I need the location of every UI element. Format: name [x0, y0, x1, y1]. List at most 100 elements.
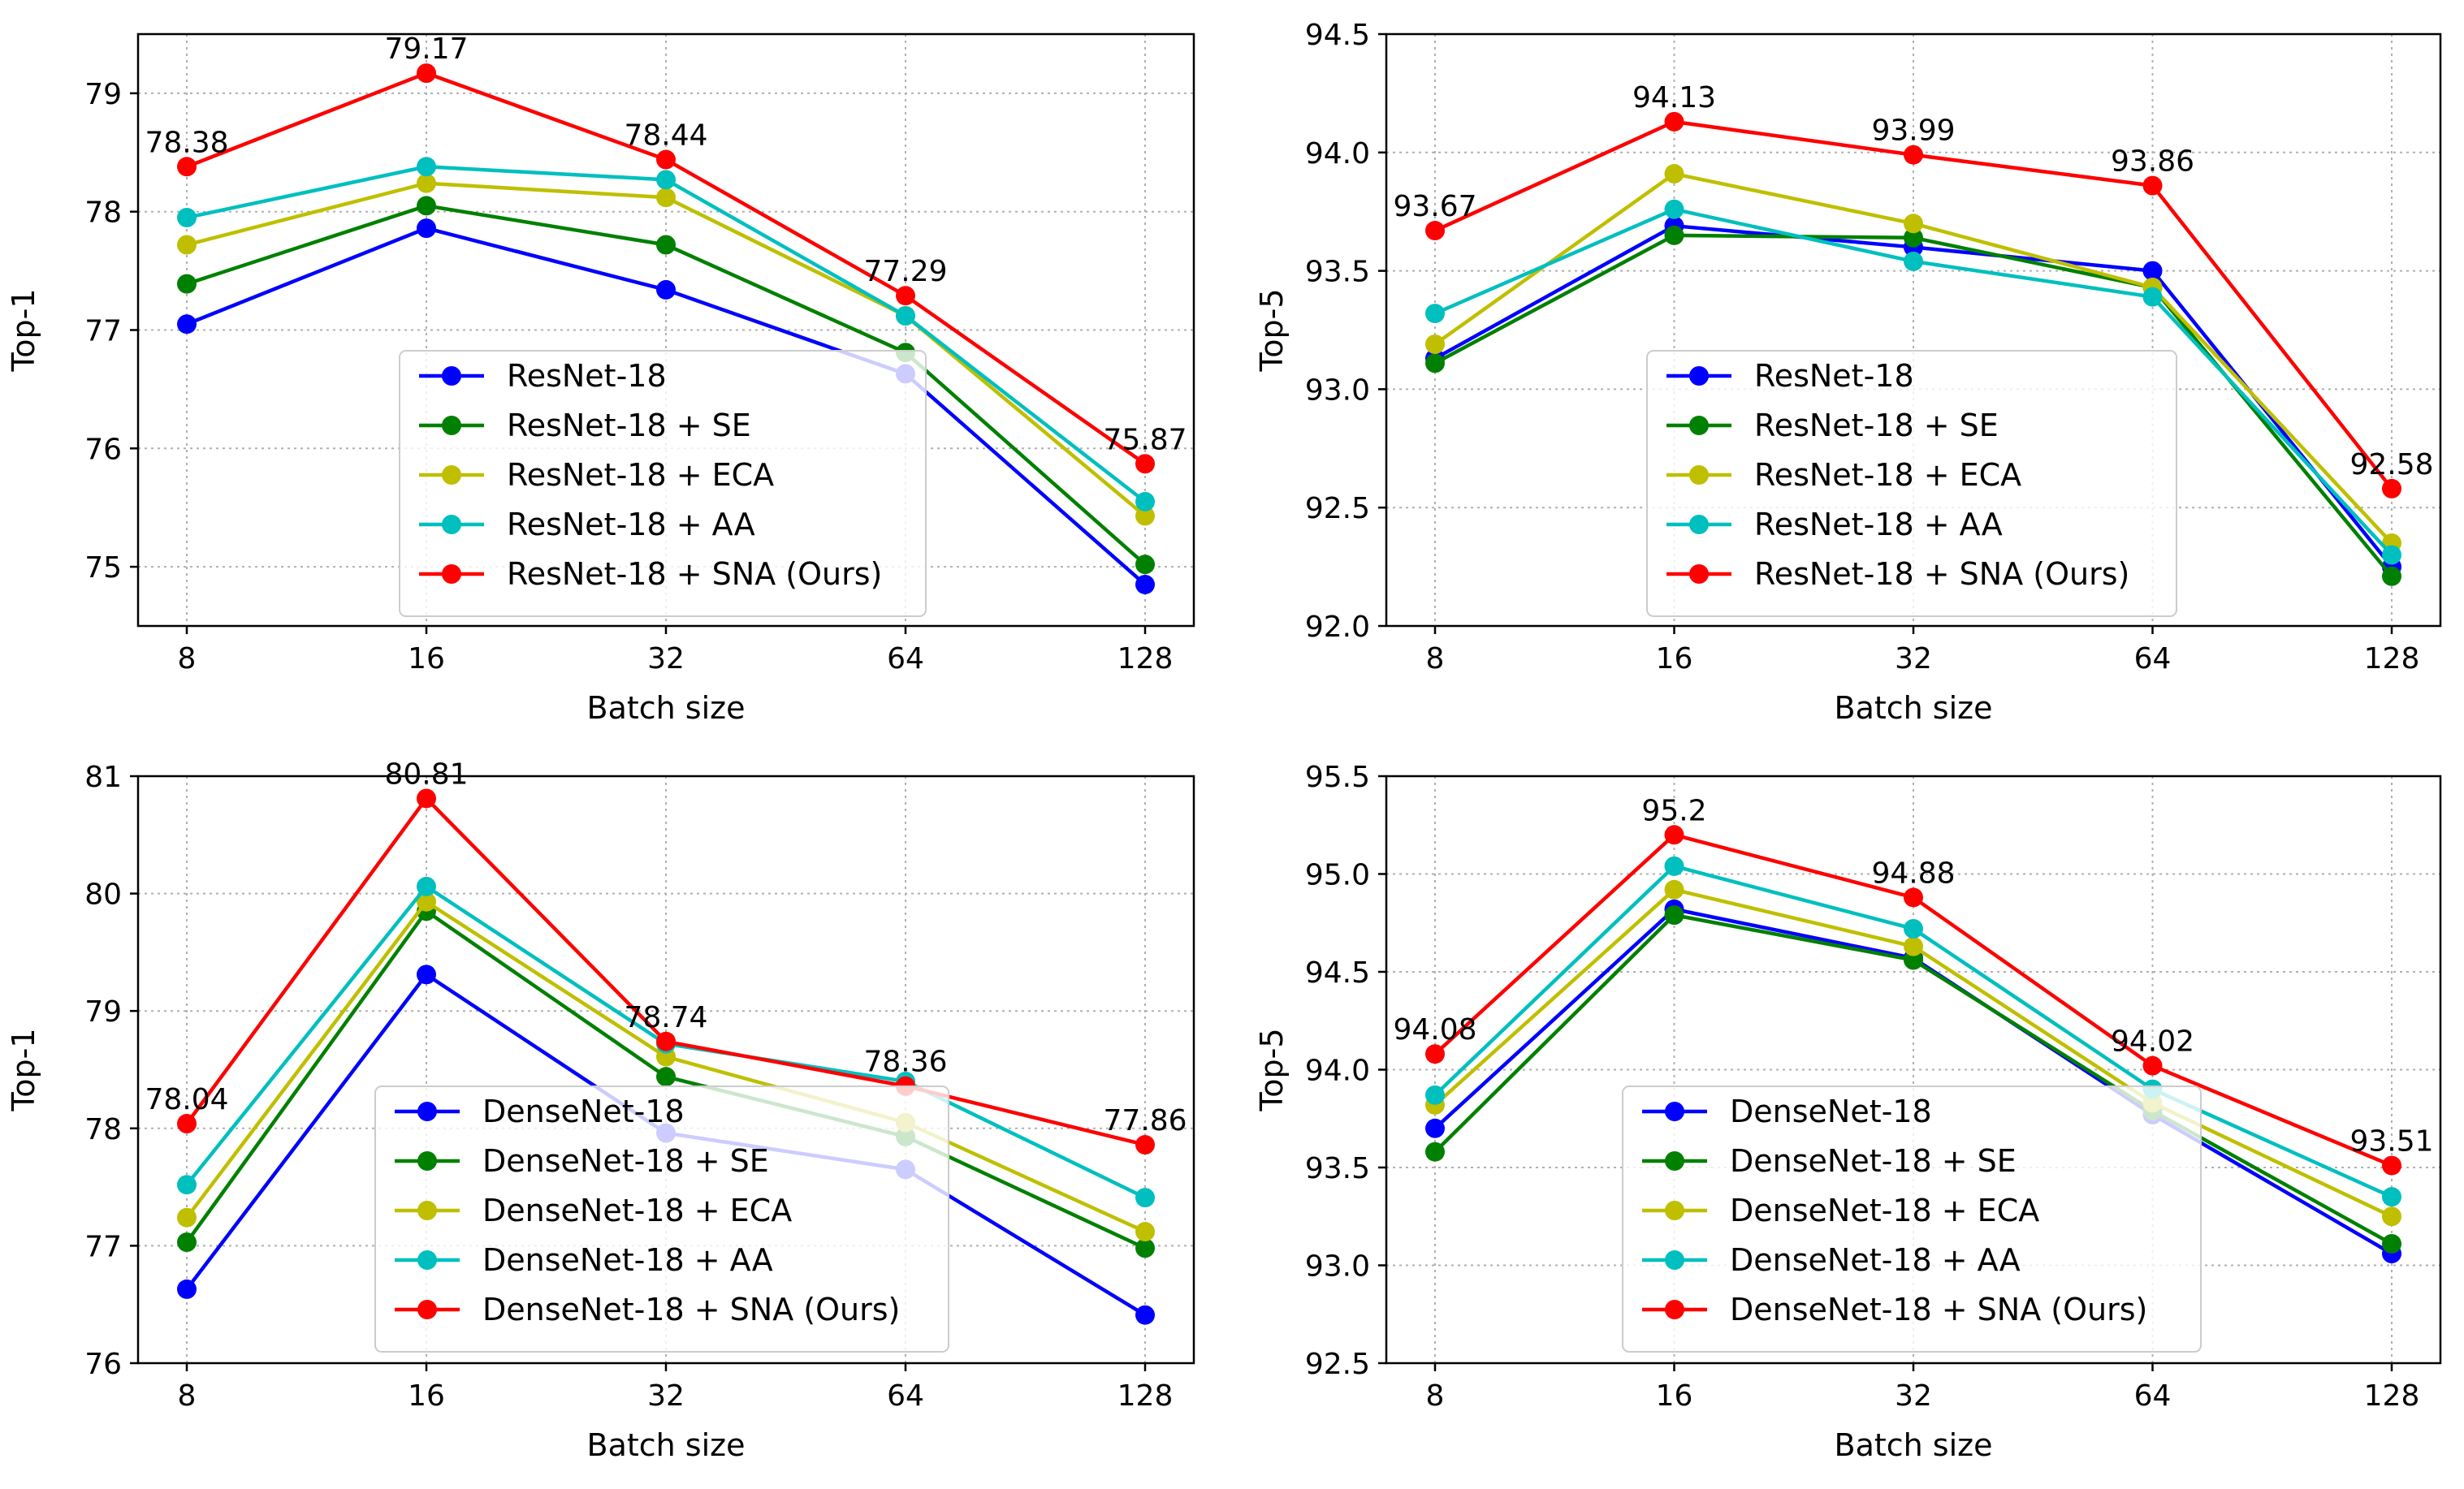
x-tick-label: 128: [1117, 642, 1174, 675]
data-point: [2382, 566, 2401, 586]
x-tick-label: 32: [1895, 1379, 1932, 1413]
legend-label: DenseNet-18 + SNA (Ours): [1730, 1292, 2147, 1327]
data-point: [656, 149, 676, 170]
legend-item: DenseNet-18 + SE: [395, 1143, 769, 1179]
x-tick-label: 16: [1656, 642, 1693, 675]
data-point: [177, 1175, 197, 1195]
data-point: [1135, 454, 1155, 474]
y-tick-label: 95.0: [1305, 859, 1370, 892]
data-point: [417, 63, 436, 84]
data-point: [1425, 304, 1445, 324]
x-tick-label: 64: [2134, 1379, 2172, 1413]
y-tick-label: 94.5: [1305, 956, 1370, 990]
data-point: [656, 1031, 676, 1051]
data-point: [177, 207, 197, 227]
chart-panel-3: 8 16 32 64 128 76 77 78 79 80 81 Batch size Top-1 78.…: [6, 757, 1195, 1463]
x-tick-label: 8: [178, 642, 197, 675]
legend-label: ResNet-18 + AA: [1754, 507, 2003, 542]
chart-panel-4: 8 16 32 64 128 92.5 93.0 93.5 94.0 94.5 95.0 95.5 Ba…: [1254, 761, 2442, 1463]
legend-box: [1622, 1085, 2202, 1353]
data-point: [1664, 199, 1684, 219]
x-tick-label: 32: [1895, 642, 1932, 675]
data-point: [896, 306, 915, 326]
data-label: 78.38: [145, 126, 228, 159]
data-point: [1904, 214, 1923, 234]
data-point: [1135, 1188, 1155, 1208]
data-label: 78.04: [145, 1083, 228, 1116]
data-label: 77.86: [1103, 1104, 1187, 1137]
x-tick-label: 128: [1117, 1379, 1174, 1413]
legend-swatch-marker: [1689, 564, 1709, 584]
y-tick-label: 92.5: [1305, 492, 1370, 525]
data-point: [1425, 1044, 1445, 1064]
data-point: [417, 196, 436, 216]
legend-swatch-marker: [442, 366, 461, 386]
legend-item: ResNet-18 + ECA: [1666, 457, 2021, 493]
data-point: [1664, 825, 1684, 845]
data-point: [1425, 221, 1445, 241]
data-label: 94.88: [1871, 857, 1955, 890]
legend-swatch-marker: [417, 1300, 437, 1319]
y-tick-label: 94.0: [1305, 1055, 1370, 1088]
data-point: [2382, 1187, 2401, 1207]
y-tick-label: 92.0: [1305, 611, 1370, 644]
data-label: 79.17: [384, 32, 468, 66]
legend-label: ResNet-18 + SE: [1754, 408, 1999, 443]
data-label: 93.67: [1393, 190, 1476, 223]
x-tick-label: 16: [408, 642, 445, 675]
y-tick-label: 92.5: [1305, 1348, 1370, 1381]
chart-panel-1: 8 16 32 64 128 75 76 77 78 79 Batch size Top-1 78.38…: [6, 32, 1195, 726]
legend-swatch-marker: [1665, 1102, 1684, 1121]
legend-label: DenseNet-18: [482, 1094, 685, 1129]
data-point: [1135, 1222, 1155, 1242]
y-tick-label: 77: [84, 315, 122, 348]
data-point: [656, 1067, 676, 1087]
legend-item: DenseNet-18: [395, 1094, 685, 1129]
data-point: [1904, 918, 1923, 939]
y-axis-title: Top-5: [1254, 1028, 1290, 1111]
x-tick-label: 64: [2134, 642, 2172, 675]
legend-swatch-marker: [417, 1250, 437, 1270]
legend-swatch-marker: [1689, 465, 1709, 485]
legend-swatch-marker: [1665, 1250, 1684, 1270]
series-3: [1425, 164, 2401, 553]
data-label: 94.02: [2111, 1025, 2194, 1059]
legend-label: DenseNet-18 + SE: [482, 1143, 769, 1179]
data-point: [656, 170, 676, 190]
x-tick-label: 8: [1426, 642, 1445, 675]
data-point: [417, 965, 436, 985]
data-point: [177, 1114, 197, 1134]
data-point: [1904, 950, 1923, 970]
legend-label: DenseNet-18 + SE: [1730, 1143, 2017, 1179]
legend-item: DenseNet-18 + AA: [395, 1242, 773, 1278]
legend: ResNet-18 ResNet-18 + SE ResNet-18 + ECA Re…: [399, 350, 927, 617]
data-label: 78.44: [624, 119, 707, 153]
data-label: 75.87: [1103, 423, 1187, 456]
legend-item: ResNet-18: [1666, 358, 1914, 394]
data-point: [656, 279, 676, 300]
legend-swatch-marker: [1665, 1151, 1684, 1171]
data-point: [1135, 506, 1155, 526]
data-point: [177, 274, 197, 294]
legend-swatch-marker: [1689, 416, 1709, 435]
legend-box: [1646, 350, 2177, 617]
legend-swatch-marker: [1689, 515, 1709, 534]
data-point: [1425, 1142, 1445, 1162]
data-label: 78.36: [863, 1046, 947, 1079]
data-label: 93.99: [1871, 114, 1955, 148]
legend-item: DenseNet-18 + ECA: [395, 1193, 792, 1228]
data-point: [177, 1207, 197, 1228]
legend-label: ResNet-18 + ECA: [507, 457, 774, 493]
legend-label: ResNet-18 + AA: [507, 507, 755, 542]
y-tick-label: 78: [84, 1113, 122, 1146]
data-point: [1904, 887, 1923, 908]
y-tick-label: 76: [84, 1348, 122, 1381]
data-point: [2382, 1206, 2401, 1227]
series-4: [1425, 199, 2401, 565]
data-point: [417, 788, 436, 809]
data-point: [2142, 175, 2163, 196]
data-point: [1135, 1238, 1155, 1258]
data-point: [177, 1232, 197, 1253]
data-label: 94.13: [1632, 81, 1716, 114]
